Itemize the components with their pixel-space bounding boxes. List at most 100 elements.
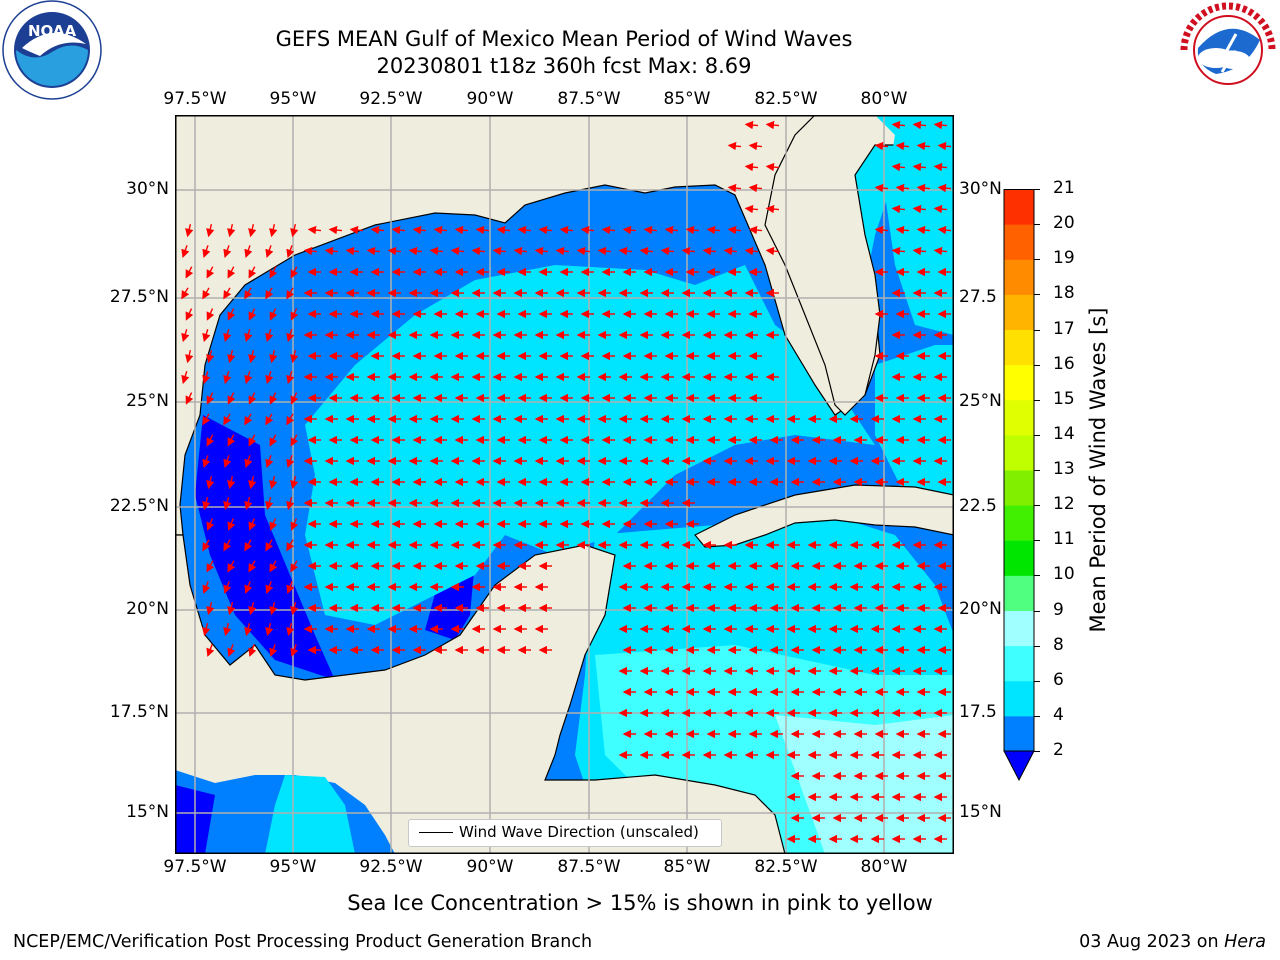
wave-direction-arrow bbox=[290, 476, 299, 490]
lon-tick-top: 80°W bbox=[860, 89, 908, 109]
wave-direction-arrow bbox=[202, 455, 211, 468]
wave-direction-arrow bbox=[223, 329, 232, 343]
wave-direction-arrow bbox=[580, 225, 595, 235]
wave-direction-arrow bbox=[223, 413, 232, 426]
map-frame bbox=[175, 115, 954, 854]
wave-direction-arrow bbox=[227, 349, 236, 364]
wave-direction-arrow bbox=[744, 246, 759, 256]
lon-tick-bottom: 82.5°W bbox=[754, 857, 818, 877]
wave-direction-arrow bbox=[244, 623, 253, 637]
wave-direction-arrow bbox=[244, 539, 253, 552]
lat-tick-left: 17.5°N bbox=[109, 702, 169, 722]
wave-direction-arrow bbox=[576, 246, 591, 256]
wave-direction-arrow bbox=[206, 518, 215, 531]
sea-ice-note: Sea Ice Concentration > 15% is shown in … bbox=[347, 891, 933, 915]
wave-direction-arrow bbox=[244, 455, 253, 468]
colorbar-segment bbox=[1004, 470, 1034, 506]
wave-direction-arrow bbox=[555, 246, 570, 256]
lat-tick-left: 27.5°N bbox=[109, 287, 169, 307]
wave-direction-arrow bbox=[912, 162, 927, 172]
wave-direction-arrow bbox=[290, 518, 299, 531]
colorbar-tick: 21 bbox=[1053, 178, 1075, 198]
wave-direction-arrow bbox=[895, 141, 910, 151]
wave-direction-arrow bbox=[748, 141, 763, 151]
wave-direction-arrow bbox=[597, 246, 612, 256]
wave-direction-arrow bbox=[765, 162, 780, 172]
wave-direction-arrow bbox=[269, 644, 278, 657]
wave-direction-arrow bbox=[248, 349, 257, 364]
colorbar-tick-mark bbox=[1034, 715, 1040, 717]
colorbar-tick-mark bbox=[1034, 224, 1040, 226]
wave-direction-arrow bbox=[248, 602, 257, 616]
lat-tick-right: 15°N bbox=[959, 802, 1002, 822]
wave-direction-arrow bbox=[223, 287, 232, 300]
wave-direction-arrow bbox=[933, 246, 948, 256]
colorbar-tick: 4 bbox=[1053, 704, 1064, 725]
wave-direction-arrow bbox=[538, 225, 553, 235]
colorbar-tick-mark bbox=[1034, 470, 1040, 471]
wave-direction-arrow bbox=[286, 623, 295, 637]
colorbar-segment bbox=[1004, 364, 1034, 401]
wave-direction-arrow bbox=[244, 581, 253, 594]
wave-direction-arrow bbox=[937, 183, 952, 193]
wave-direction-arrow bbox=[202, 245, 211, 258]
wave-direction-arrow bbox=[706, 225, 721, 235]
lon-tick-bottom: 95°W bbox=[269, 857, 317, 877]
lat-tick-left: 30°N bbox=[126, 179, 169, 199]
wave-direction-arrow bbox=[290, 349, 299, 364]
wave-direction-arrow bbox=[727, 225, 742, 235]
wave-direction-arrow bbox=[248, 560, 257, 573]
wave-direction-arrow bbox=[227, 560, 236, 573]
wave-direction-arrow bbox=[269, 434, 278, 447]
lat-tick-left: 20°N bbox=[126, 599, 169, 619]
colorbar-segment bbox=[1004, 224, 1034, 260]
colorbar-tick: 15 bbox=[1053, 388, 1075, 409]
wave-direction-arrow bbox=[181, 245, 190, 258]
lon-tick-top: 85°W bbox=[663, 89, 711, 109]
wave-direction-arrow bbox=[933, 120, 948, 130]
wave-direction-arrow bbox=[206, 476, 215, 490]
wave-direction-arrow bbox=[202, 497, 211, 511]
colorbar-tick-mark bbox=[1034, 259, 1040, 261]
wave-direction-arrow bbox=[290, 602, 299, 616]
wave-direction-arrow bbox=[206, 644, 215, 657]
wave-direction-arrow bbox=[429, 246, 444, 256]
colorbar bbox=[1003, 189, 1035, 782]
legend-label: Wind Wave Direction (unscaled) bbox=[459, 823, 699, 841]
wave-direction-arrow bbox=[269, 266, 278, 279]
colorbar-tick-mark bbox=[1034, 189, 1040, 190]
wave-direction-arrow bbox=[269, 349, 278, 364]
wave-direction-arrow bbox=[290, 308, 299, 321]
wave-direction-arrow bbox=[265, 371, 274, 385]
wave-direction-arrow bbox=[891, 120, 906, 130]
wave-direction-arrow bbox=[559, 225, 574, 235]
colorbar-tick-mark bbox=[1034, 329, 1040, 331]
wave-direction-arrow bbox=[664, 225, 679, 235]
wave-direction-arrow bbox=[227, 476, 236, 490]
wave-direction-arrow bbox=[206, 349, 215, 364]
wave-direction-arrow bbox=[181, 371, 190, 385]
colorbar-tick-mark bbox=[1034, 505, 1040, 507]
wave-direction-arrow bbox=[748, 183, 763, 193]
wave-direction-arrow bbox=[202, 539, 211, 552]
footer-date: 03 Aug 2023 on Hera bbox=[1079, 932, 1266, 952]
wave-direction-arrow bbox=[206, 224, 215, 238]
colorbar-segment bbox=[1004, 259, 1034, 295]
lon-tick-bottom: 90°W bbox=[466, 857, 514, 877]
wave-direction-arrow bbox=[685, 225, 700, 235]
colorbar-tick-mark bbox=[1034, 680, 1040, 682]
wave-direction-arrow bbox=[513, 246, 528, 256]
colorbar-segment bbox=[1004, 645, 1034, 682]
wave-direction-arrow bbox=[244, 329, 253, 343]
wave-direction-arrow bbox=[891, 204, 906, 214]
wave-direction-arrow bbox=[328, 225, 343, 235]
lat-tick-left: 22.5°N bbox=[109, 496, 169, 516]
wave-direction-arrow bbox=[202, 623, 211, 637]
wave-direction-arrow bbox=[681, 246, 696, 256]
wave-direction-arrow bbox=[286, 581, 295, 594]
wave-direction-arrow bbox=[202, 329, 211, 343]
wave-direction-arrow bbox=[223, 623, 232, 637]
wave-direction-arrow bbox=[227, 518, 236, 531]
wave-direction-arrow bbox=[185, 224, 194, 238]
wave-direction-arrow bbox=[727, 183, 742, 193]
